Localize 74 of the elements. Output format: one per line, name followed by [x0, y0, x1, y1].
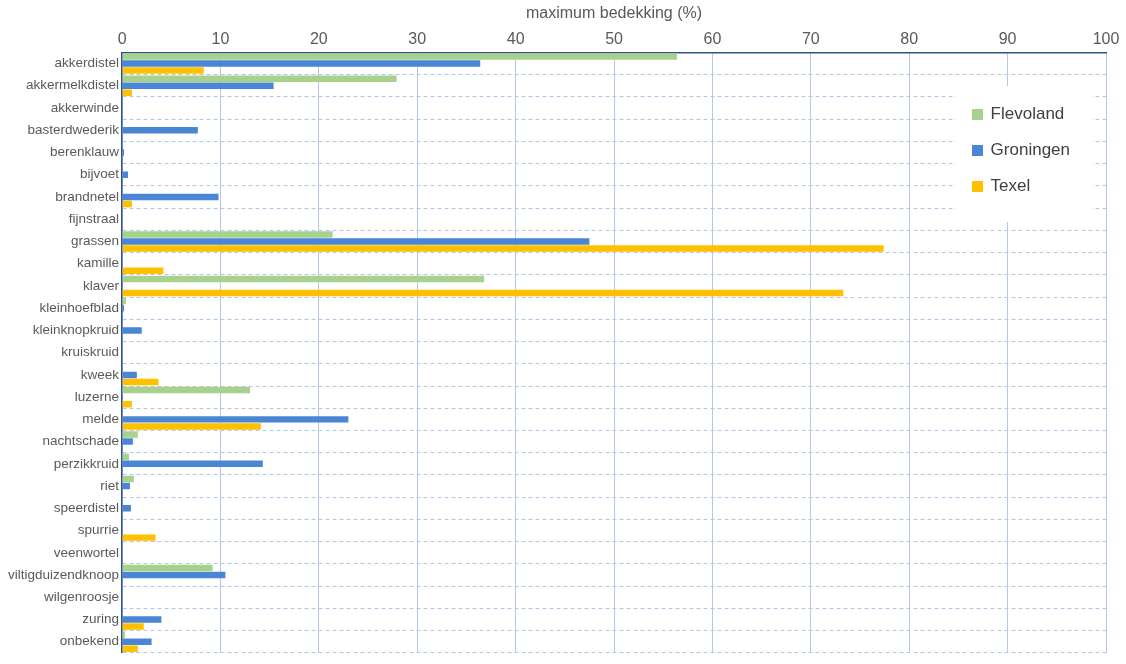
- bar: [122, 327, 142, 334]
- y-tick-label: kweek: [80, 366, 120, 382]
- legend-label: Texel: [990, 176, 1031, 196]
- y-tick-label: spurrie: [77, 522, 120, 538]
- y-tick-label: akkermelkdistel: [26, 77, 120, 93]
- y-tick-label: brandnetel: [55, 188, 120, 204]
- legend-label: Groningen: [990, 140, 1070, 160]
- bar: [122, 289, 844, 297]
- y-tick-label: bijvoet: [80, 166, 120, 182]
- bar: [122, 53, 678, 60]
- y-tick-label: zuring: [82, 611, 120, 627]
- bar: [122, 82, 274, 89]
- bar: [122, 267, 164, 274]
- bar: [122, 416, 349, 423]
- bar: [122, 645, 138, 653]
- y-tick-label: kleinhoefblad: [39, 299, 120, 315]
- x-tick-label: 50: [605, 30, 624, 48]
- bar: [122, 460, 263, 468]
- bar: [122, 534, 156, 541]
- y-tick-label: berenklauw: [50, 144, 120, 160]
- y-tick-label: veenwortel: [53, 544, 120, 560]
- y-tick-label: kruiskruid: [61, 344, 120, 360]
- bar: [122, 505, 131, 512]
- x-tick-label: 20: [309, 30, 328, 48]
- bar: [122, 378, 159, 386]
- bar: [122, 423, 261, 430]
- bar: [122, 275, 485, 283]
- y-tick-label: onbekend: [59, 633, 120, 649]
- y-tick-label: perzikkruid: [53, 455, 120, 471]
- y-tick-label: kamille: [77, 255, 120, 271]
- y-tick-label: kleinknopkruid: [32, 322, 120, 338]
- bar: [122, 238, 590, 245]
- y-tick-label: grassen: [71, 233, 120, 249]
- x-tick-label: 30: [408, 30, 427, 48]
- y-tick-label: klaver: [83, 277, 120, 293]
- bar: [122, 571, 226, 579]
- x-axis-title: maximum bedekking (%): [526, 4, 703, 22]
- bar: [122, 127, 198, 134]
- x-tick-label: 100: [1092, 30, 1120, 48]
- legend-label: Flevoland: [990, 104, 1065, 124]
- bar: [122, 638, 152, 646]
- bar: [122, 386, 250, 394]
- y-tick-label: akkerwinde: [50, 99, 120, 115]
- y-tick-label: nachtschade: [42, 433, 120, 449]
- x-tick-label: 40: [506, 30, 525, 48]
- bar: [122, 75, 397, 82]
- y-tick-label: fijnstraal: [68, 210, 120, 226]
- bar: [122, 623, 144, 630]
- bar: [122, 231, 333, 238]
- bar: [122, 67, 204, 74]
- x-tick-label: 70: [801, 30, 820, 48]
- y-tick-label: basterdwederik: [27, 121, 120, 137]
- y-tick-label: riet: [100, 477, 120, 493]
- bar: [122, 171, 128, 178]
- y-tick-label: wilgenroosje: [43, 589, 120, 605]
- bar: [122, 475, 134, 483]
- bar: [122, 371, 137, 379]
- bar: [122, 193, 219, 201]
- y-tick-label: akkerdistel: [54, 55, 120, 71]
- bar: [122, 431, 138, 438]
- bar: [122, 564, 213, 572]
- x-tick-label: 80: [900, 30, 919, 48]
- bar: [122, 60, 481, 67]
- y-tick-label: speerdistel: [53, 500, 120, 516]
- y-tick-label: melde: [82, 411, 120, 427]
- bar: [122, 438, 133, 445]
- x-tick-label: 0: [117, 30, 127, 48]
- x-tick-label: 90: [998, 30, 1017, 48]
- y-tick-label: luzerne: [74, 388, 120, 404]
- x-tick-label: 10: [211, 30, 230, 48]
- x-tick-label: 60: [703, 30, 722, 48]
- bar: [122, 245, 884, 252]
- bar: [122, 616, 162, 623]
- y-tick-label: viltigduizendknoop: [7, 566, 120, 582]
